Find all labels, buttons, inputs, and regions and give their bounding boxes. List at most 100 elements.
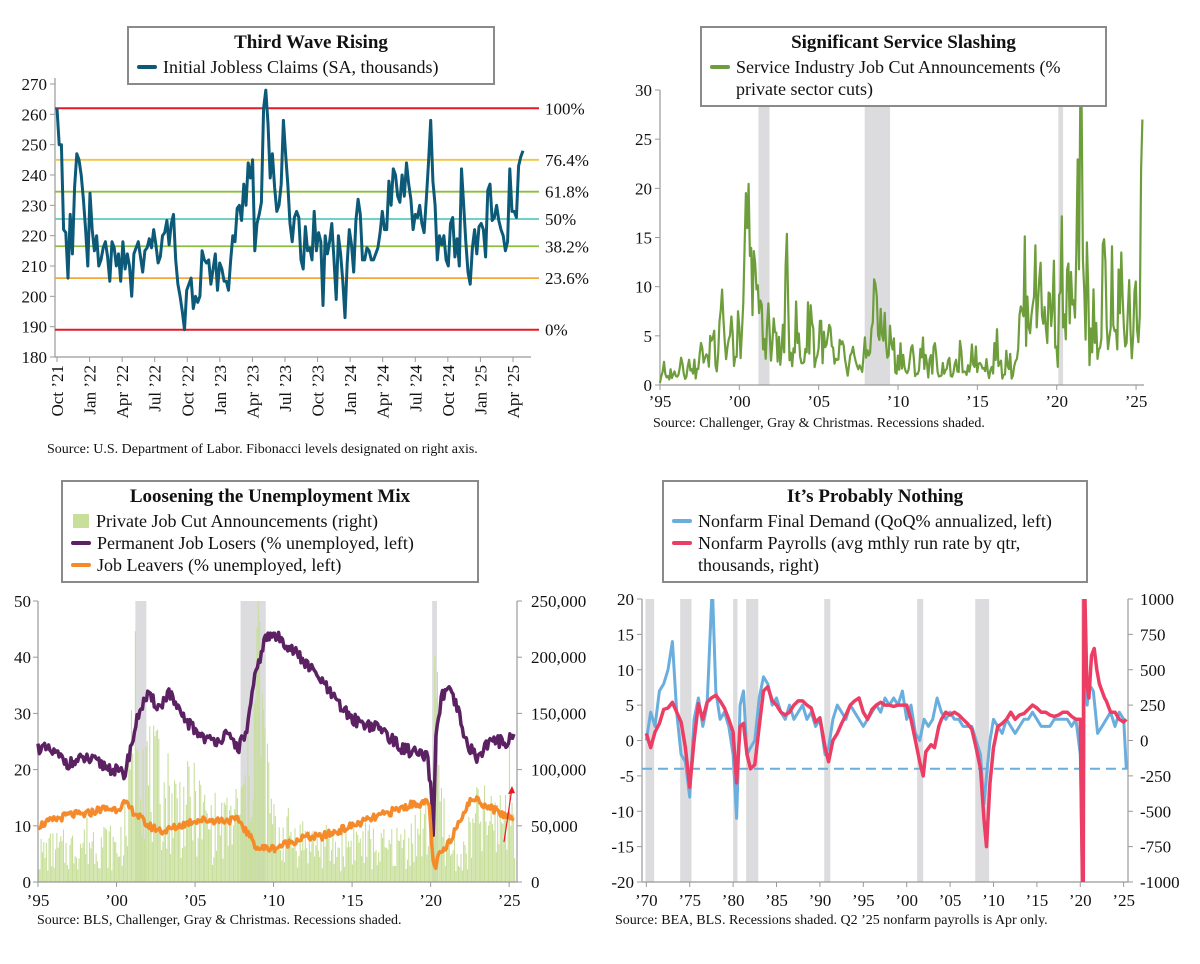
job-cut-bar: [268, 762, 270, 882]
job-cut-bar: [370, 839, 372, 882]
job-cut-bar: [134, 631, 136, 882]
job-cut-bar: [255, 699, 257, 882]
trend-arrow: [503, 787, 513, 843]
legend-label: Permanent Job Losers (% unemployed, left…: [97, 533, 414, 553]
job-cut-bar: [62, 829, 64, 882]
line-swatch: [710, 65, 730, 69]
x-tick-label: ’20: [1069, 891, 1092, 910]
job-cut-bar: [358, 842, 360, 882]
job-cut-bar: [96, 861, 98, 882]
y2-tick-label: 0: [531, 873, 540, 892]
job-cut-bar: [49, 833, 51, 882]
job-cut-bar: [298, 856, 300, 882]
job-cut-bar: [248, 775, 250, 882]
job-cut-bar: [351, 864, 353, 882]
job-cut-bar: [133, 812, 135, 882]
job-cut-bar: [495, 852, 497, 882]
job-cut-bar: [214, 792, 216, 882]
job-cut-bar: [422, 828, 424, 882]
job-cut-bar: [338, 847, 340, 882]
job-leavers-line: [36, 795, 515, 871]
job-cut-bar: [60, 836, 62, 882]
job-cut-bar: [251, 817, 253, 882]
job-cut-bar: [124, 799, 126, 882]
job-cut-bar: [170, 854, 172, 882]
job-cut-bar: [485, 821, 487, 882]
job-cut-bar: [324, 846, 326, 882]
job-cut-bar: [319, 856, 321, 882]
y2-tick-label: 0: [1140, 732, 1149, 751]
job-cut-bar: [235, 789, 237, 882]
job-cut-bar: [461, 870, 463, 882]
job-cut-bar: [230, 805, 232, 882]
job-cut-bar: [100, 837, 102, 882]
job-cut-bar: [47, 870, 49, 882]
job-cut-bar: [387, 849, 389, 882]
job-cut-bar: [55, 849, 57, 882]
y2-tick-label: 50,000: [531, 817, 578, 836]
job-cut-bar: [363, 863, 365, 882]
job-cut-bar: [353, 828, 355, 882]
job-cut-bar: [384, 847, 386, 882]
job-cut-bar: [503, 816, 505, 882]
job-cut-bar: [240, 787, 242, 882]
y2-tick-label: 100,000: [531, 761, 586, 780]
job-cut-bar: [456, 854, 458, 882]
job-cut-bar: [74, 856, 76, 882]
y-tick-label: 15: [617, 625, 634, 644]
y-tick-label: 200: [22, 287, 48, 306]
job-cut-bar: [234, 808, 236, 882]
job-cut-bar: [408, 837, 410, 882]
job-cut-bar: [180, 857, 182, 882]
y2-tick-label: -250: [1140, 767, 1171, 786]
job-cut-bar: [197, 838, 199, 882]
job-cut-bar: [362, 831, 364, 882]
permanent-job-losers-line: [36, 630, 516, 837]
y-tick-label: 0: [23, 873, 32, 892]
line-swatch: [672, 541, 692, 545]
legend-label: Nonfarm Final Demand (QoQ% annualized, l…: [698, 511, 1052, 531]
job-cut-bar: [460, 854, 462, 882]
job-cut-bar: [98, 867, 100, 882]
chart-unemployment-mix: 0 10 20 30 40 50 0 50,000 100,000 150,000 200,000 2…: [14, 592, 586, 910]
job-cut-bar: [277, 845, 279, 882]
job-cut-bar: [257, 601, 259, 882]
job-cut-bar: [502, 823, 504, 882]
job-cut-bar: [153, 725, 155, 882]
job-cut-bar: [52, 833, 54, 882]
job-cut-bar: [464, 845, 466, 882]
job-cut-bar: [109, 825, 111, 882]
y-tick-label: -5: [620, 767, 634, 786]
job-cut-bar: [104, 828, 106, 882]
job-cut-bar: [145, 746, 147, 882]
job-cut-bar: [263, 709, 265, 882]
x-tick-label: ’05: [807, 392, 830, 411]
job-cut-bar: [454, 839, 456, 882]
y2-tick-label: 150,000: [531, 704, 586, 723]
job-cut-bar: [427, 846, 429, 882]
line-swatch: [137, 65, 157, 69]
job-cut-bar: [376, 865, 378, 882]
recession-band: [746, 599, 759, 882]
job-cut-bar: [210, 805, 212, 882]
chart-title: Third Wave Rising: [234, 32, 388, 53]
job-cut-bar: [162, 841, 164, 882]
x-tick-label: ’10: [887, 392, 910, 411]
job-cut-bar: [497, 805, 499, 882]
job-cut-bar: [212, 864, 214, 882]
source-note: Source: Challenger, Gray & Christmas. Re…: [653, 416, 985, 431]
job-cut-bar: [113, 841, 115, 882]
line-swatch: [71, 541, 91, 545]
job-cut-bar: [192, 840, 194, 882]
legend-label: Private Job Cut Announcements (right): [96, 511, 378, 531]
fibonacci-label: 100%: [545, 99, 585, 118]
job-cut-bar: [467, 869, 469, 882]
y2-tick-label: 1000: [1140, 590, 1174, 609]
job-cut-bar: [314, 856, 316, 882]
fibonacci-label: 38.2%: [545, 237, 589, 256]
payrolls-line: [644, 599, 1128, 882]
job-cut-bar: [333, 863, 335, 882]
job-cut-bar: [488, 825, 490, 882]
job-cut-bar: [106, 829, 108, 882]
job-cut-bar: [132, 753, 134, 882]
